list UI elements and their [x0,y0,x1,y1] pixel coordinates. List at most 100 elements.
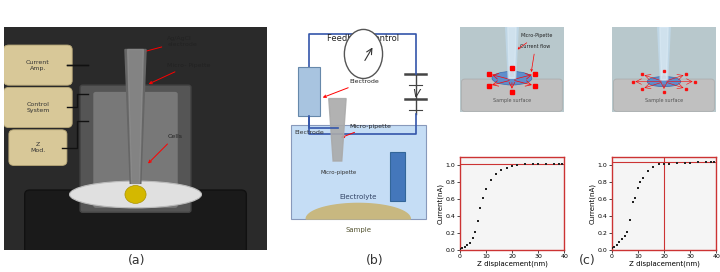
Point [619,234,631,238]
Point [613,240,625,244]
Point [616,237,628,241]
Point [506,164,518,168]
Point [467,236,478,240]
Text: Electrode: Electrode [324,79,379,97]
Point [679,160,690,165]
Point [477,195,489,200]
X-axis label: Z displacement(nm): Z displacement(nm) [477,261,547,267]
Point [642,169,654,173]
Point [671,160,683,165]
Text: Sample: Sample [346,227,372,233]
FancyBboxPatch shape [80,85,191,212]
Polygon shape [660,27,668,80]
FancyBboxPatch shape [4,45,72,85]
Point [663,161,675,166]
Point [501,166,513,170]
Point [600,246,612,251]
Point [454,246,465,251]
Circle shape [344,29,382,79]
Point [519,162,531,166]
Text: Current flow: Current flow [521,44,551,71]
Point [611,243,623,247]
X-axis label: Z displacement(nm): Z displacement(nm) [629,261,699,267]
Point [554,161,565,166]
Point [608,245,620,249]
Text: Micro-pipette: Micro-pipette [342,123,392,138]
Point [653,162,665,166]
Point [706,160,717,164]
Text: Z
Mod.: Z Mod. [30,142,45,153]
Point [527,162,539,166]
Bar [291,125,426,219]
Text: V: V [412,89,419,99]
Text: Cells: Cells [149,134,182,163]
Polygon shape [306,203,410,219]
Point [469,229,481,234]
Point [626,200,638,204]
Point [456,246,468,250]
Text: Sample surface: Sample surface [493,98,531,103]
FancyBboxPatch shape [24,190,246,255]
Text: (a): (a) [128,254,145,267]
Point [693,160,704,164]
Point [449,246,460,251]
Polygon shape [508,27,516,78]
Point [532,162,544,166]
Point [485,178,497,182]
Point [464,240,476,245]
Polygon shape [657,27,670,80]
Point [637,176,649,180]
Ellipse shape [70,181,202,208]
FancyBboxPatch shape [9,130,67,165]
Text: (b): (b) [366,254,383,267]
FancyBboxPatch shape [613,79,714,111]
Circle shape [125,186,146,203]
Point [708,160,719,164]
Text: Electrode: Electrode [294,130,324,135]
Bar [297,67,320,116]
Y-axis label: Current(nA): Current(nA) [438,183,444,224]
Point [474,206,486,210]
Ellipse shape [492,71,532,85]
Point [629,195,641,200]
Text: Control
System: Control System [26,102,50,113]
Point [621,229,633,234]
Point [700,160,711,164]
Point [511,163,523,168]
Point [451,246,463,251]
Point [624,218,636,222]
FancyBboxPatch shape [462,79,562,111]
Polygon shape [127,50,143,183]
Point [480,187,492,191]
Polygon shape [125,50,146,183]
Point [634,180,646,184]
Point [603,246,615,251]
Point [472,218,484,223]
Text: Sample surface: Sample surface [645,98,683,103]
Text: Micro- Pipette: Micro- Pipette [150,63,210,84]
Polygon shape [505,27,518,78]
Text: Micro-Pipette: Micro-Pipette [518,33,553,49]
FancyBboxPatch shape [4,87,72,128]
Point [548,161,559,166]
Y-axis label: Current(nA): Current(nA) [590,183,596,224]
Point [459,245,470,249]
Text: Electrolyte: Electrolyte [340,194,377,200]
Text: Current
Amp.: Current Amp. [26,60,50,70]
Point [462,243,473,247]
Point [540,161,552,166]
Text: Ag/AgCl
electrode: Ag/AgCl electrode [139,36,197,54]
Ellipse shape [647,76,680,87]
Text: (c): (c) [578,254,595,267]
Point [648,165,660,169]
Bar [390,152,405,201]
Point [606,246,617,250]
Point [632,186,644,190]
Point [556,161,567,166]
Text: Feedback control: Feedback control [328,34,400,43]
Point [495,168,507,172]
FancyBboxPatch shape [94,92,178,208]
Polygon shape [329,98,346,161]
Point [658,161,670,166]
Text: Micro-pipette: Micro-pipette [320,170,356,175]
